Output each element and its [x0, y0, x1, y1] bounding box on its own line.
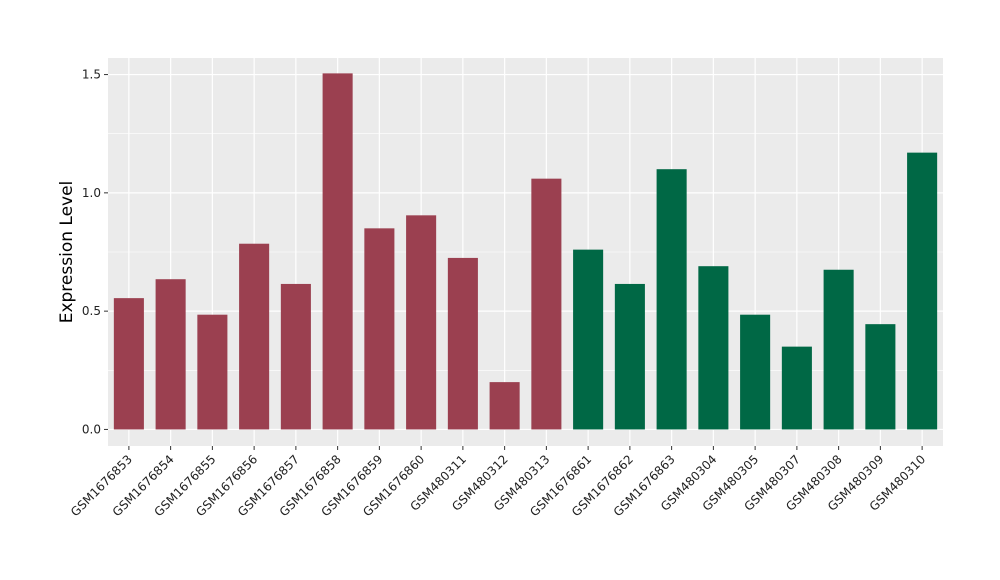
bar-GSM1676863: [656, 169, 687, 430]
bar-GSM480310: [907, 152, 938, 430]
bars: [113, 73, 938, 430]
bar-GSM480304: [698, 266, 729, 430]
bar-GSM1676860: [406, 215, 437, 430]
y-axis-title: Expression Level: [57, 181, 77, 324]
bar-GSM1676859: [364, 228, 395, 430]
bar-GSM1676856: [239, 243, 270, 430]
bar-GSM480308: [823, 269, 854, 430]
bar-GSM480313: [531, 178, 562, 430]
y-tick-label: 0.0: [82, 422, 101, 436]
y-tick-label: 1.0: [82, 186, 101, 200]
bar-GSM1676861: [573, 249, 604, 430]
bar-GSM1676862: [614, 283, 645, 430]
bar-GSM480307: [781, 346, 812, 430]
bar-GSM480309: [865, 324, 896, 430]
bar-GSM480311: [447, 257, 478, 430]
bar-GSM480312: [489, 382, 520, 430]
bar-GSM1676854: [155, 279, 186, 430]
y-tick-label: 0.5: [82, 304, 101, 318]
y-axis: 0.0 0.5 1.0 1.5: [82, 68, 108, 436]
bar-GSM1676858: [322, 73, 353, 430]
bar-GSM1676853: [113, 298, 144, 430]
y-tick-label: 1.5: [82, 68, 101, 82]
bar-GSM480305: [740, 314, 771, 430]
x-axis: GSM1676853GSM1676854GSM1676855GSM1676856…: [68, 446, 928, 519]
bar-GSM1676857: [280, 283, 311, 430]
bar-GSM1676855: [197, 314, 228, 430]
